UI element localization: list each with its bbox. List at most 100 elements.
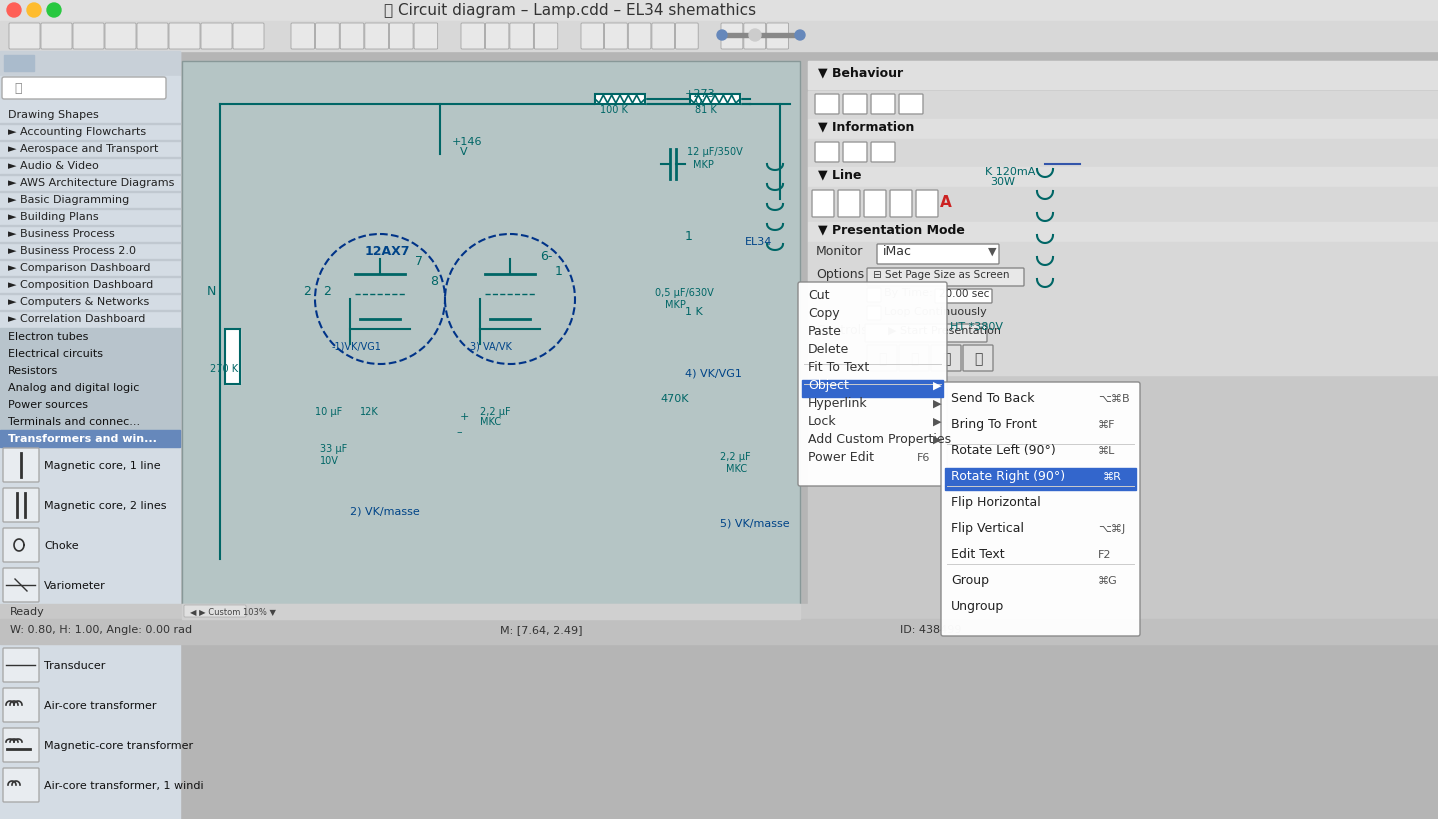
FancyBboxPatch shape <box>766 24 788 50</box>
Bar <box>0 77 180 102</box>
Text: ID: 438499: ID: 438499 <box>900 624 962 634</box>
Text: ⌥⌘J: ⌥⌘J <box>1099 523 1126 533</box>
FancyBboxPatch shape <box>184 605 246 618</box>
Text: Choke: Choke <box>45 541 79 550</box>
Text: Coaxial choke: Coaxial choke <box>45 620 122 631</box>
Bar <box>808 120 1438 140</box>
Text: Flip Vertical: Flip Vertical <box>951 522 1024 534</box>
Text: ⌥⌘B: ⌥⌘B <box>1099 393 1130 404</box>
FancyBboxPatch shape <box>899 346 929 372</box>
Text: ▼: ▼ <box>988 247 997 256</box>
Text: Flip Horizontal: Flip Horizontal <box>951 495 1041 509</box>
FancyBboxPatch shape <box>3 648 39 682</box>
Text: 2) VK/masse: 2) VK/masse <box>349 506 420 516</box>
Bar <box>0 363 180 379</box>
FancyBboxPatch shape <box>720 24 743 50</box>
FancyBboxPatch shape <box>871 143 894 163</box>
FancyBboxPatch shape <box>628 24 651 50</box>
Text: Resistors: Resistors <box>9 366 59 376</box>
Bar <box>595 95 646 105</box>
Text: Group: Group <box>951 573 989 586</box>
FancyBboxPatch shape <box>963 346 994 372</box>
Text: +: + <box>460 411 469 422</box>
Text: 🔍: 🔍 <box>14 83 22 95</box>
Text: Ungroup: Ungroup <box>951 600 1004 613</box>
FancyBboxPatch shape <box>867 306 881 320</box>
Text: ► Aerospace and Transport: ► Aerospace and Transport <box>9 144 158 154</box>
Bar <box>4 56 35 72</box>
FancyBboxPatch shape <box>867 269 1024 287</box>
Text: Lock: Lock <box>808 414 837 428</box>
Text: 2,2 µF: 2,2 µF <box>480 406 510 417</box>
Text: Electrical circuits: Electrical circuits <box>9 349 104 359</box>
FancyBboxPatch shape <box>815 143 838 163</box>
Text: 🔴 Circuit diagram – Lamp.cdd – EL34 shemathics: 🔴 Circuit diagram – Lamp.cdd – EL34 shem… <box>384 3 756 19</box>
Text: Rotate Right (90°): Rotate Right (90°) <box>951 469 1066 482</box>
Text: ◀ ▶ Custom 103% ▼: ◀ ▶ Custom 103% ▼ <box>190 607 276 616</box>
Text: Hyperlink: Hyperlink <box>808 396 867 410</box>
FancyBboxPatch shape <box>930 346 961 372</box>
Bar <box>808 223 1438 242</box>
Text: ► Computers & Networks: ► Computers & Networks <box>9 296 150 306</box>
Text: Add Custom Properties: Add Custom Properties <box>808 432 951 446</box>
Bar <box>224 329 240 385</box>
FancyBboxPatch shape <box>3 688 39 722</box>
Text: ▶: ▶ <box>933 417 942 427</box>
Text: ► Basic Diagramming: ► Basic Diagramming <box>9 195 129 205</box>
Text: ▼ Behaviour: ▼ Behaviour <box>818 66 903 79</box>
Text: EL34: EL34 <box>745 237 772 247</box>
Text: 1 K: 1 K <box>684 306 703 317</box>
Text: Bring To Front: Bring To Front <box>951 418 1037 431</box>
Text: A: A <box>940 195 952 210</box>
FancyBboxPatch shape <box>877 245 999 265</box>
FancyBboxPatch shape <box>233 24 265 50</box>
FancyBboxPatch shape <box>42 24 72 50</box>
FancyBboxPatch shape <box>838 191 860 218</box>
Text: Electron tubes: Electron tubes <box>9 332 88 342</box>
Text: By Time:: By Time: <box>884 287 933 297</box>
Text: ► Composition Dashboard: ► Composition Dashboard <box>9 279 154 290</box>
Text: ► Correlation Dashboard: ► Correlation Dashboard <box>9 314 145 324</box>
Bar <box>183 604 800 619</box>
Text: Options: Options <box>815 268 864 281</box>
Text: ⏪: ⏪ <box>910 351 919 365</box>
Bar <box>0 0 1438 22</box>
Text: Copy: Copy <box>808 306 840 319</box>
Text: 5) VK/masse: 5) VK/masse <box>720 518 789 528</box>
Text: V: V <box>695 99 703 109</box>
Text: ⌘F: ⌘F <box>1099 419 1116 429</box>
FancyBboxPatch shape <box>365 24 388 50</box>
Text: Send To Back: Send To Back <box>951 391 1034 405</box>
Text: Air-core transformer: Air-core transformer <box>45 700 157 710</box>
Text: 12K: 12K <box>360 406 378 417</box>
Text: Power sources: Power sources <box>9 400 88 410</box>
Bar <box>183 62 800 616</box>
Text: 470K: 470K <box>660 393 689 404</box>
FancyBboxPatch shape <box>9 24 40 50</box>
FancyBboxPatch shape <box>864 191 886 218</box>
Bar <box>720 34 800 38</box>
Bar <box>808 268 1438 287</box>
Text: ► Comparison Dashboard: ► Comparison Dashboard <box>9 263 151 273</box>
Text: HT *380V: HT *380V <box>951 322 1002 332</box>
Text: Rotate Left (90°): Rotate Left (90°) <box>951 443 1055 456</box>
FancyBboxPatch shape <box>812 191 834 218</box>
Bar <box>945 468 1136 491</box>
Bar <box>0 52 180 77</box>
Text: Ready: Ready <box>10 606 45 616</box>
Text: Paste: Paste <box>808 324 841 337</box>
Text: 10V: 10V <box>321 455 339 465</box>
Text: ⌘G: ⌘G <box>1099 575 1117 586</box>
Text: ► Business Process: ► Business Process <box>9 229 115 238</box>
Text: 20.00 sec: 20.00 sec <box>939 288 989 299</box>
Text: Fit To Text: Fit To Text <box>808 360 869 373</box>
Text: 81 K: 81 K <box>695 105 716 115</box>
Bar <box>0 604 1438 624</box>
FancyBboxPatch shape <box>940 382 1140 636</box>
Text: 33 µF: 33 µF <box>321 443 347 454</box>
Text: 30W: 30W <box>989 177 1015 187</box>
Text: ► Building Plans: ► Building Plans <box>9 212 99 222</box>
Bar <box>0 414 180 431</box>
Text: ▶: ▶ <box>933 399 942 409</box>
Text: 1: 1 <box>555 265 562 278</box>
